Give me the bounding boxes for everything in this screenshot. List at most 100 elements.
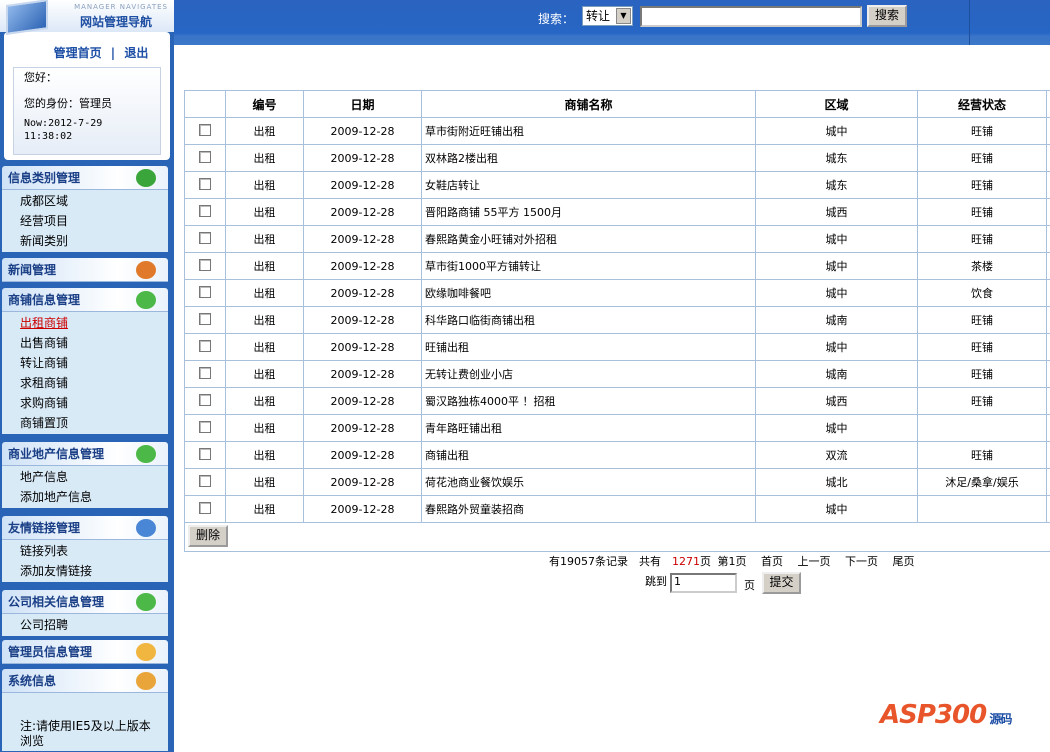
row-checkbox[interactable] [199, 366, 211, 379]
current-page: 第1页 [717, 555, 747, 568]
next-page-link[interactable]: 下一页 [845, 555, 878, 568]
computer-icon [6, 0, 48, 35]
row-checkbox[interactable] [199, 501, 211, 514]
shop-name-link[interactable]: 无转让费创业小店 [421, 360, 756, 388]
table-row: 出租 2009-12-28 荷花池商业餐饮娱乐 城北 沐足/桑拿/娱乐 [184, 468, 1050, 496]
search-type-select[interactable]: 转让 ▼ [582, 6, 633, 26]
table-row: 出租 2009-12-28 蜀汉路独栋4000平 ！招租 城西 旺铺 [184, 387, 1050, 415]
search-button[interactable]: 搜索 [867, 5, 907, 27]
logout-link[interactable]: 退出 [124, 46, 149, 60]
shop-name-link[interactable]: 商铺出租 [421, 441, 756, 469]
row-checkbox[interactable] [199, 339, 211, 352]
table-footer: 删除 [184, 521, 1050, 552]
table-row: 出租 2009-12-28 无转让费创业小店 城南 旺铺 [184, 360, 1050, 388]
sidebar-section-header[interactable]: 新闻管理 [2, 258, 168, 282]
sidebar-item[interactable]: 转让商铺 [20, 356, 69, 370]
play-icon [136, 445, 156, 463]
separator: | [110, 46, 116, 60]
row-checkbox[interactable] [199, 258, 211, 271]
shop-name-link[interactable]: 草市街1000平方铺转让 [421, 252, 756, 280]
row-checkbox[interactable] [199, 123, 211, 136]
row-checkbox[interactable] [199, 150, 211, 163]
row-checkbox[interactable] [199, 312, 211, 325]
table-row: 出租 2009-12-28 春熙路黄金小旺铺对外招租 城中 旺铺 [184, 225, 1050, 253]
row-checkbox[interactable] [199, 420, 211, 433]
sidebar-section-header[interactable]: 商铺信息管理 [2, 288, 168, 312]
shop-name-link[interactable]: 双林路2楼出租 [421, 144, 756, 172]
total-pages: 1271 [672, 555, 700, 568]
sidebar-item[interactable]: 公司招聘 [20, 618, 69, 632]
shop-name-link[interactable]: 蜀汉路独栋4000平 ！招租 [421, 387, 756, 415]
sidebar-section: 友情链接管理链接列表添加友情链接 [2, 516, 168, 582]
sidebar-section-header[interactable]: 信息类别管理 [2, 166, 168, 190]
sidebar-item[interactable]: 链接列表 [20, 544, 69, 558]
table-header: 编号 日期 商铺名称 区域 经营状态 [184, 90, 1050, 118]
shop-name-link[interactable]: 旺铺出租 [421, 333, 756, 361]
play-icon [136, 593, 156, 611]
col-status: 经营状态 [917, 90, 1047, 118]
row-checkbox[interactable] [199, 285, 211, 298]
row-checkbox[interactable] [199, 231, 211, 244]
shop-name-link[interactable]: 晋阳路商铺 55平方 1500月 [421, 198, 756, 226]
admin-home-link[interactable]: 管理首页 [53, 46, 102, 60]
sidebar-item[interactable]: 添加地产信息 [20, 490, 93, 504]
shop-name-link[interactable]: 春熙路黄金小旺铺对外招租 [421, 225, 756, 253]
sidebar-section: 系统信息 注:请使用IE5及以上版本浏览 [2, 669, 168, 751]
sidebar-item[interactable]: 出售商铺 [20, 336, 69, 350]
table-row: 出租 2009-12-28 青年路旺铺出租 城中 [184, 414, 1050, 442]
user-panel: 管理首页 | 退出 您好： 您的身份：管理员 Now:2012-7-29 11:3… [4, 32, 170, 160]
chevron-down-icon[interactable]: ▼ [616, 8, 631, 24]
prev-page-link[interactable]: 上一页 [797, 555, 831, 568]
sidebar-item[interactable]: 新闻类别 [20, 234, 69, 248]
col-date: 日期 [303, 90, 422, 118]
submit-button[interactable]: 提交 [762, 572, 801, 594]
sidebar-item[interactable]: 求租商铺 [20, 376, 69, 390]
lock-icon [136, 643, 156, 661]
table-row: 出租 2009-12-28 旺铺出租 城中 旺铺 [184, 333, 1050, 361]
row-checkbox[interactable] [199, 474, 211, 487]
row-checkbox[interactable] [199, 177, 211, 190]
table-row: 出租 2009-12-28 草市街附近旺铺出租 城中 旺铺 [184, 117, 1050, 145]
sidebar-section-header[interactable]: 公司相关信息管理 [2, 590, 168, 614]
row-checkbox[interactable] [199, 393, 211, 406]
sidebar-item[interactable]: 添加友情链接 [20, 564, 93, 578]
col-area: 区域 [755, 90, 918, 118]
sidebar-item[interactable]: 出租商铺 [20, 316, 69, 330]
sidebar-section-header[interactable]: 管理员信息管理 [2, 640, 168, 664]
first-page-link[interactable]: 首页 [761, 555, 783, 568]
sidebar-item[interactable]: 经营项目 [20, 214, 69, 228]
delete-button[interactable]: 删除 [188, 525, 228, 547]
table-row: 出租 2009-12-28 欧缘咖啡餐吧 城中 饮食 [184, 279, 1050, 307]
shop-name-link[interactable]: 科华路口临街商铺出租 [421, 306, 756, 334]
browser-note: 注:请使用IE5及以上版本浏览 [2, 693, 168, 751]
last-page-link[interactable]: 尾页 [892, 555, 915, 568]
sidebar-section-header[interactable]: 友情链接管理 [2, 516, 168, 540]
shop-name-link[interactable]: 青年路旺铺出租 [421, 414, 756, 442]
shop-name-link[interactable]: 春熙路外贸童装招商 [421, 495, 756, 523]
shop-name-link[interactable]: 欧缘咖啡餐吧 [421, 279, 756, 307]
sidebar-item[interactable]: 成都区域 [20, 194, 69, 208]
record-count: 有19057条记录 [549, 555, 628, 568]
current-time: 11:38:02 [24, 131, 73, 142]
shop-name-link[interactable]: 女鞋店转让 [421, 171, 756, 199]
logo-en: MANAGER NAVIGATES [74, 3, 168, 11]
shop-name-link[interactable]: 草市街附近旺铺出租 [421, 117, 756, 145]
table-row: 出租 2009-12-28 晋阳路商铺 55平方 1500月 城西 旺铺 [184, 198, 1050, 226]
sidebar-item[interactable]: 商铺置顶 [20, 416, 69, 430]
search-label: 搜索： [538, 12, 575, 26]
play-icon [136, 291, 156, 309]
row-checkbox[interactable] [199, 447, 211, 460]
sidebar-item[interactable]: 地产信息 [20, 470, 69, 484]
row-checkbox[interactable] [199, 204, 211, 217]
table-row: 出租 2009-12-28 春熙路外贸童装招商 城中 [184, 495, 1050, 523]
shop-name-link[interactable]: 荷花池商业餐饮娱乐 [421, 468, 756, 496]
table-row: 出租 2009-12-28 女鞋店转让 城东 旺铺 [184, 171, 1050, 199]
current-date: Now:2012-7-29 [24, 118, 103, 129]
search-input[interactable] [640, 6, 862, 27]
sidebar-item[interactable]: 求购商铺 [20, 396, 69, 410]
jump-page-input[interactable]: 1 [670, 573, 737, 593]
table-row: 出租 2009-12-28 科华路口临街商铺出租 城南 旺铺 [184, 306, 1050, 334]
sidebar-section-header[interactable]: 系统信息 [2, 669, 168, 693]
sidebar-section-header[interactable]: 商业地产信息管理 [2, 442, 168, 466]
col-id: 编号 [225, 90, 304, 118]
